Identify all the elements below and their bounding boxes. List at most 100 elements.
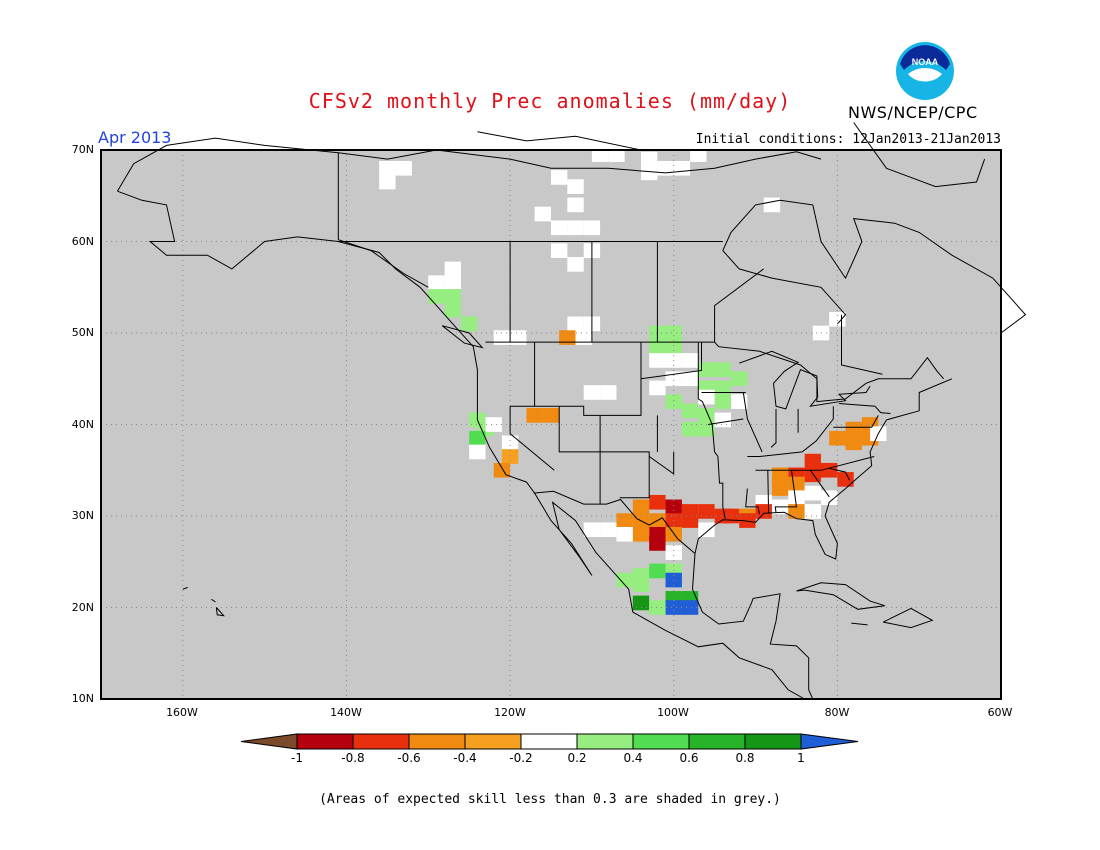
anomaly-cell — [681, 353, 699, 368]
coastline — [510, 342, 642, 416]
anomaly-cell — [551, 243, 568, 258]
anomaly-cell — [551, 220, 568, 236]
coastline — [338, 239, 429, 288]
coastline — [770, 408, 777, 448]
anomaly-cell — [379, 174, 396, 190]
anomaly-cell — [771, 481, 789, 496]
anomaly-cell — [616, 526, 633, 542]
coastline — [833, 415, 879, 428]
anomaly-cell — [804, 467, 821, 483]
anomaly-cell — [665, 499, 682, 515]
anomaly-cell — [698, 504, 715, 519]
colorbar-label: -1 — [291, 751, 303, 765]
anomaly-cell — [632, 595, 650, 611]
anomaly-cell — [583, 522, 601, 538]
anomaly-cell — [665, 339, 682, 355]
colorbar-label: 0.4 — [623, 751, 643, 765]
coastline — [809, 470, 830, 498]
anomaly-cell — [788, 476, 805, 492]
coastline — [755, 456, 875, 471]
colorbar-label: 0.8 — [735, 751, 755, 765]
anomaly-cell — [665, 394, 682, 409]
lon-label-160w: 160W — [166, 706, 198, 719]
coastline — [722, 199, 1027, 334]
anomaly-cell — [616, 513, 633, 528]
lat-label-70n: 70N — [71, 143, 94, 156]
anomaly-cell — [485, 417, 502, 432]
anomaly-cell — [665, 526, 682, 542]
anomaly-cell — [559, 330, 576, 345]
anomaly-cell — [829, 430, 846, 446]
coastline — [509, 406, 555, 471]
anomaly-cell — [804, 453, 821, 469]
coastline — [714, 268, 764, 343]
anomaly-cell — [444, 275, 461, 290]
coastline — [116, 137, 822, 192]
coastline — [722, 250, 847, 325]
coastline — [441, 325, 484, 349]
anomaly-cell — [681, 371, 699, 387]
anomaly-cell — [567, 257, 584, 272]
anomaly-cell — [673, 160, 691, 176]
anomaly-cell — [583, 220, 601, 236]
anomaly-cell — [681, 403, 699, 419]
anomaly-cell — [428, 275, 445, 290]
anomaly-cell — [845, 435, 862, 451]
logo-bird — [908, 68, 942, 82]
anomaly-cell — [714, 394, 731, 409]
anomaly-cell — [632, 499, 650, 515]
anomaly-cell — [641, 151, 658, 167]
anomaly-cell — [681, 513, 699, 528]
coastline — [774, 470, 798, 513]
anomaly-cell — [739, 513, 756, 528]
coastline — [533, 490, 696, 554]
anomaly-cell — [600, 522, 617, 538]
anomaly-cell — [665, 545, 682, 560]
anomaly-cell — [804, 485, 821, 501]
logo-text: NOAA — [912, 57, 939, 67]
anomaly-cell — [681, 600, 699, 615]
coastline — [747, 406, 834, 457]
anomaly-cell — [510, 330, 527, 345]
lon-label-140w: 140W — [330, 706, 362, 719]
lat-label-40n: 40N — [71, 418, 94, 431]
coastline — [697, 342, 726, 519]
anomaly-cell — [714, 362, 731, 377]
coastline — [691, 378, 953, 700]
coastline — [211, 598, 216, 603]
anomaly-cell — [755, 504, 772, 519]
colorbar-label: -0.8 — [341, 751, 365, 765]
coastline — [829, 467, 851, 481]
coastline — [477, 131, 699, 151]
anomaly-cell — [731, 394, 748, 409]
anomaly-cell — [714, 380, 731, 396]
anomaly-cell — [583, 385, 601, 400]
anomaly-cell — [567, 316, 584, 332]
anomaly-cell — [821, 462, 838, 478]
anomaly-cell — [698, 362, 715, 377]
skill-note: (Areas of expected skill less than 0.3 a… — [319, 792, 781, 807]
coastline — [767, 470, 770, 514]
anomaly-cell — [493, 330, 511, 345]
lat-label-50n: 50N — [71, 326, 94, 339]
initial-conditions: Initial conditions: 12Jan2013-21Jan2013 — [695, 132, 1001, 147]
lat-label-60n: 60N — [71, 235, 94, 248]
anomaly-cell — [567, 220, 584, 236]
lat-label-20n: 20N — [71, 601, 94, 614]
anomaly-cell — [788, 504, 805, 519]
colorbar-label: -0.2 — [509, 751, 533, 765]
coastline — [742, 392, 763, 453]
coastline — [648, 451, 675, 475]
target-month: Apr 2013 — [98, 128, 172, 147]
anomaly-cell — [534, 206, 551, 222]
coastline — [841, 314, 883, 375]
coastline — [485, 341, 945, 403]
anomaly-cell — [821, 490, 838, 506]
anomaly-cell — [829, 311, 846, 327]
anomaly-cell — [837, 472, 854, 487]
anomaly-cell — [428, 289, 445, 304]
anomaly-cell — [714, 412, 731, 428]
anomaly-cell — [641, 165, 658, 181]
lat-label-30n: 30N — [71, 509, 94, 522]
